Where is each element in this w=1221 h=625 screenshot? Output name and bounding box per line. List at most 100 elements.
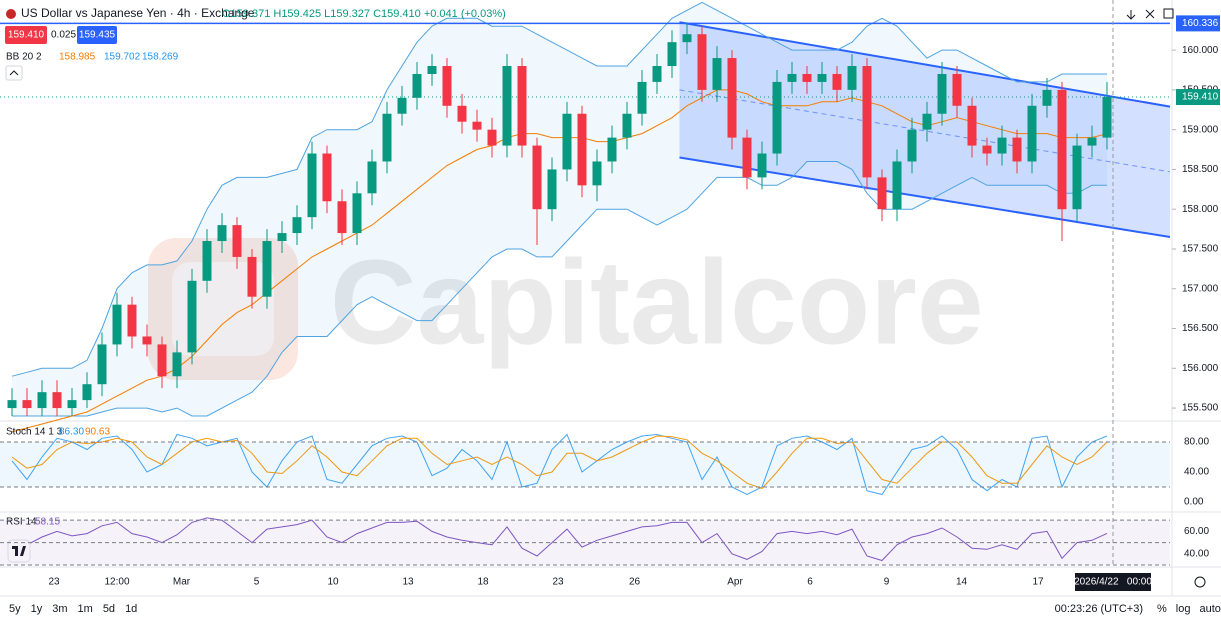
scale-option[interactable]: %: [1157, 603, 1167, 615]
candle-body: [187, 280, 197, 353]
candle-body: [97, 344, 107, 385]
candle-body: [772, 81, 782, 154]
candle-body: [82, 384, 92, 401]
x-tick-label: Mar: [173, 577, 191, 588]
candle-body: [292, 217, 302, 234]
range-button[interactable]: 3m: [52, 603, 67, 615]
candle-body: [787, 73, 797, 82]
x-tick-label: 23: [48, 577, 60, 588]
buy-badge[interactable]: [77, 26, 117, 44]
rsi-legend-label: RSI 14: [6, 517, 37, 528]
candle-body: [757, 153, 767, 178]
candle-body: [832, 73, 842, 90]
bb-legend-label: BB 20 2: [6, 52, 42, 63]
sell-badge[interactable]: [5, 26, 47, 44]
clock: 00:23:26 (UTC+3): [1055, 603, 1143, 615]
candle-body: [307, 153, 317, 218]
x-tick-label: 17: [1032, 577, 1044, 588]
candle-body: [52, 392, 62, 409]
range-button[interactable]: 1m: [78, 603, 93, 615]
buy-price[interactable]: 159.435: [79, 30, 116, 41]
scale-option[interactable]: auto: [1199, 603, 1220, 615]
x-tick-label: 14: [956, 577, 968, 588]
stoch-d: [11, 435, 1108, 490]
candle-body: [337, 201, 347, 234]
candle-body: [37, 392, 47, 409]
x-tick-label: Apr: [727, 577, 743, 588]
toolbar-icons[interactable]: [1126, 8, 1174, 20]
ohlc-legend: O159.371 H159.425 L159.327 C159.410 +0.0…: [222, 8, 506, 20]
scale-option[interactable]: log: [1176, 603, 1191, 615]
candle-body: [697, 34, 707, 90]
candle-body: [532, 145, 542, 210]
candle-body: [952, 73, 962, 106]
watermark: Capitalcore: [330, 236, 984, 370]
channel-upper: [679, 21, 1171, 108]
x-tick-label: 26: [629, 577, 641, 588]
candle-body: [1072, 145, 1082, 210]
cursor-label: 2026/4/22 00:00: [1074, 577, 1152, 588]
rsi-line: [11, 517, 1108, 562]
candle-body: [652, 66, 662, 82]
y-tick-label: 157.500: [1182, 244, 1219, 255]
candle-body: [937, 73, 947, 114]
y-tick-label: 156.000: [1182, 363, 1219, 374]
range-button[interactable]: 1y: [31, 603, 43, 615]
stoch-legend-label: Stoch 14 1 3: [6, 427, 63, 438]
y-tick-label: 156.500: [1182, 323, 1219, 334]
candle-body: [397, 97, 407, 114]
stoch-tick-label: 80.00: [1184, 437, 1209, 448]
plot: [0, 1, 1171, 562]
collapse-icon[interactable]: [9, 70, 19, 76]
candle-body: [607, 137, 617, 162]
chart-title: US Dollar vs Japanese Yen · 4h · Exchang…: [21, 6, 255, 20]
x-tick-label: 23: [552, 577, 564, 588]
collapse-button[interactable]: [5, 65, 23, 81]
resistance-badge: [1176, 15, 1220, 32]
bb-legend-value: 159.702: [104, 52, 141, 63]
bb-legend-value: 158.269: [142, 52, 179, 63]
candle-body: [517, 66, 527, 146]
y-tick-label: 159.000: [1182, 124, 1219, 135]
tv-logo[interactable]: [7, 539, 31, 563]
candle-body: [502, 66, 512, 146]
symbol-icon: [6, 9, 16, 19]
tv-logo-mark[interactable]: [12, 546, 26, 556]
candle-body: [7, 400, 17, 409]
candle-body: [487, 129, 497, 146]
candle-body: [892, 161, 902, 210]
candle-body: [202, 241, 212, 281]
candle-body: [712, 58, 722, 90]
settings-icon[interactable]: [1194, 576, 1206, 588]
rsi-tick-label: 40.00: [1184, 548, 1209, 559]
range-button[interactable]: 5y: [9, 603, 21, 615]
candle-body: [997, 137, 1007, 154]
x-tick-label: 10: [327, 577, 339, 588]
candle-body: [442, 66, 452, 106]
x-tick-label: 18: [477, 577, 489, 588]
candle-body: [577, 113, 587, 186]
range-button[interactable]: 5d: [103, 603, 115, 615]
candle-body: [352, 193, 362, 234]
range-button[interactable]: 1d: [125, 603, 137, 615]
y-tick-label: 160.000: [1182, 45, 1219, 56]
sell-price[interactable]: 159.410: [8, 30, 45, 41]
channel-midline: [679, 89, 1171, 173]
candle-body: [742, 137, 752, 178]
candle-body: [592, 161, 602, 186]
x-tick-label: 5: [254, 577, 260, 588]
candle-body: [322, 153, 332, 202]
cursor-badge: [1075, 573, 1151, 591]
candle-body: [727, 58, 737, 138]
candle-body: [142, 336, 152, 345]
candle-body: [967, 105, 977, 146]
y-tick-label: 158.000: [1182, 204, 1219, 215]
candle-body: [907, 129, 917, 162]
candle-body: [622, 113, 632, 138]
candle-body: [157, 344, 167, 377]
candle-body: [22, 400, 32, 409]
candle-body: [367, 161, 377, 194]
y-tick-label: 157.000: [1182, 283, 1219, 294]
